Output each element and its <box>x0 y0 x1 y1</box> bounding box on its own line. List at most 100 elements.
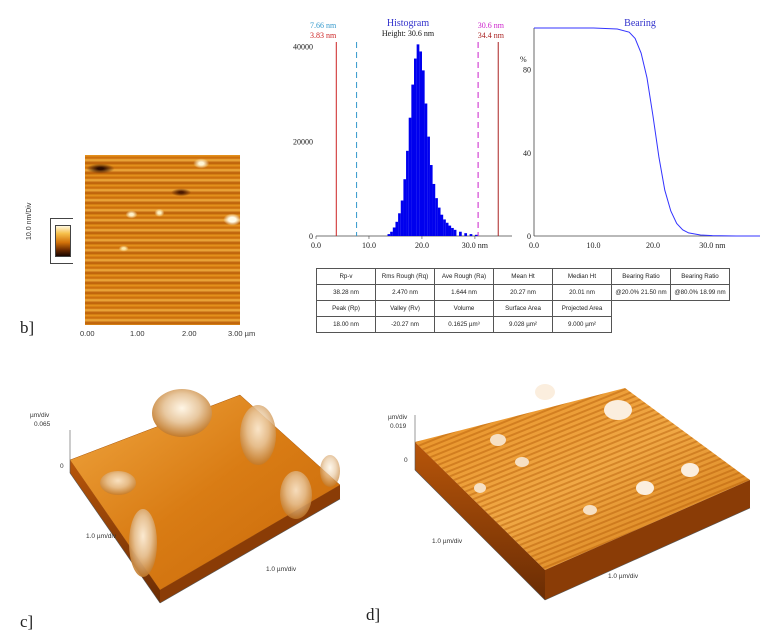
table-header-cell: Volume <box>434 300 494 317</box>
surface-d-side-right <box>545 480 750 600</box>
histogram-marker-label: 34.4 nm <box>478 31 505 40</box>
histogram-x-tick-label: 10.0 <box>362 241 376 250</box>
histogram-bar <box>474 234 478 236</box>
surface-c-z-label: µm/div <box>30 412 50 419</box>
surface-c-y-label: 1.0 µm/div <box>86 533 117 540</box>
surface-d-particle <box>583 505 597 515</box>
histogram-bar <box>408 117 412 236</box>
afm-x-tick: 2.00 <box>182 329 197 338</box>
table-row: 18.00 nm -20.27 nm 0.1625 µm³ 9.028 µm² … <box>316 316 730 333</box>
bearing-curve <box>534 27 760 237</box>
table-cell: 2.470 nm <box>375 284 435 301</box>
bearing-x-tick-label: 30.0 nm <box>699 241 726 250</box>
surface-d-axis <box>414 469 546 601</box>
table-row: 38.28 nm 2.470 nm 1.644 nm 20.27 nm 20.0… <box>316 284 730 301</box>
afm-3d-surface-c <box>69 389 341 604</box>
table-header-cell: Median Ht <box>552 268 612 285</box>
afm-x-tick: 0.00 <box>80 329 95 338</box>
histogram-bar <box>414 58 417 236</box>
histogram-bar <box>392 227 396 236</box>
histogram-bar <box>459 231 462 236</box>
surface-c-ridge <box>100 471 136 495</box>
colorbar-label: 10.0 nm/Div <box>26 202 33 240</box>
surface-c-axis <box>69 472 161 604</box>
histogram-bar <box>390 231 393 236</box>
bearing-x-tick-label: 0.0 <box>529 241 539 250</box>
histogram-bar <box>416 44 420 237</box>
surface-c-ridge <box>129 509 157 577</box>
surface-d-side-left <box>415 442 545 600</box>
table-cell: 0.1625 µm³ <box>434 316 494 333</box>
histogram-bar <box>469 234 473 236</box>
histogram-bar <box>406 150 409 236</box>
bearing-x-tick-label: 10.0 <box>586 241 600 250</box>
histogram-bar <box>400 200 404 236</box>
table-empty-cell <box>671 301 730 317</box>
bearing-y-tick-label: 80 <box>523 66 531 75</box>
table-cell: 38.28 nm <box>316 284 376 301</box>
afm-2d-height-image <box>85 155 240 325</box>
table-header-cell: Peak (Rp) <box>316 300 376 317</box>
histogram-y-tick-label: 0 <box>309 232 313 241</box>
histogram-y-tick-label: 40000 <box>293 43 313 52</box>
table-cell: @80.0% 18.99 nm <box>670 284 730 301</box>
table-cell: @20.0% 21.50 nm <box>611 284 671 301</box>
surface-d-texture <box>415 388 750 570</box>
surface-c-ridge <box>280 471 312 519</box>
surface-d-y-label: 1.0 µm/div <box>432 538 463 545</box>
bearing-ylabel: % <box>520 55 527 64</box>
surface-d-particle <box>515 457 529 467</box>
histogram-bar <box>464 233 468 236</box>
histogram-bar <box>427 136 430 236</box>
table-empty-cell <box>612 301 671 317</box>
panel-b-label: b] <box>20 318 35 337</box>
histogram-x-tick-label: 20.0 <box>415 241 429 250</box>
histogram-bar <box>435 198 438 236</box>
table-cell: 20.27 nm <box>493 284 553 301</box>
roughness-stats-table: Rp-v Rms Rough (Rq) Ave Rough (Ra) Mean … <box>316 268 730 333</box>
surface-d-z-label: µm/div <box>388 414 408 421</box>
bearing-y-tick-label: 0 <box>527 232 531 241</box>
histogram-bar <box>424 103 428 236</box>
surface-d-particle <box>535 384 555 400</box>
histogram-bar <box>445 222 449 236</box>
height-colorbar <box>55 225 71 257</box>
histogram-bar <box>443 219 446 236</box>
surface-d-particle <box>604 400 632 420</box>
panel-c-label: c] <box>20 612 34 631</box>
afm-x-tick: 1.00 <box>130 329 145 338</box>
table-header-cell: Bearing Ratio <box>670 268 730 285</box>
surface-d-z-zero: 0 <box>404 457 408 464</box>
histogram-bar <box>429 165 433 236</box>
histogram-subtitle: Height: 30.6 nm <box>382 29 435 38</box>
histogram-bar <box>440 214 444 236</box>
table-cell: 18.00 nm <box>316 316 376 333</box>
table-row: Rp-v Rms Rough (Rq) Ave Rough (Ra) Mean … <box>316 268 730 285</box>
table-header-cell: Projected Area <box>552 300 612 317</box>
histogram-bar <box>387 234 391 236</box>
table-cell: 9.028 µm² <box>493 316 553 333</box>
surface-c-ridge <box>320 455 340 487</box>
table-header-cell: Ave Rough (Ra) <box>434 268 494 285</box>
histogram-bar <box>395 221 399 236</box>
histogram-bar <box>453 229 457 236</box>
histogram-marker-label: 7.66 nm <box>310 21 337 30</box>
bearing-x-tick-label: 20.0 <box>646 241 660 250</box>
colorbar-bracket <box>50 218 73 264</box>
surface-c-axis <box>159 498 341 604</box>
afm-3d-surface-d <box>414 384 751 601</box>
histogram-bar <box>432 183 436 236</box>
histogram-bar <box>451 227 454 236</box>
surface-d-x-label: 1.0 µm/div <box>608 573 639 580</box>
surface-c-x-label: 1.0 µm/div <box>266 566 297 573</box>
table-header-cell: Mean Ht <box>493 268 553 285</box>
surface-d-particle <box>474 483 486 493</box>
bearing-chart: Bearing % 0.0 10.0 20.0 30.0 nm 0 40 80 <box>520 18 760 250</box>
surface-d-particle <box>636 481 654 495</box>
panel-d-label: d] <box>366 605 381 624</box>
histogram-bar <box>419 51 422 237</box>
table-header-cell: Rp-v <box>316 268 376 285</box>
table-header-cell: Valley (Rv) <box>375 300 435 317</box>
table-cell: 9.000 µm² <box>552 316 612 333</box>
table-empty-cell <box>671 317 730 333</box>
